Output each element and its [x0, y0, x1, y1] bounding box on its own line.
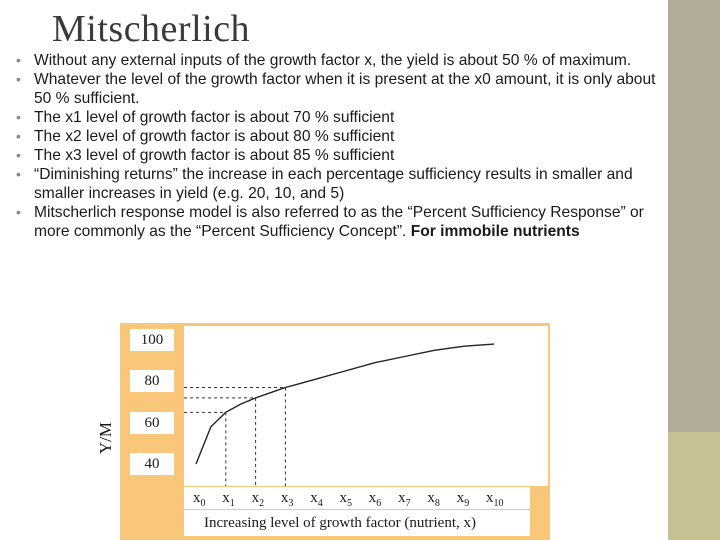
x-tick-label: x2 — [251, 490, 265, 509]
y-tick-label: 80 — [130, 370, 174, 392]
x-tick-label: x3 — [280, 490, 294, 509]
bullet-item: • Without any external inputs of the grow… — [16, 51, 676, 70]
bullet-dot-icon: • — [16, 109, 21, 125]
chart-plot-area — [184, 326, 548, 486]
y-tick-label: 40 — [130, 453, 174, 475]
bullet-item: • The x2 level of growth factor is about … — [16, 127, 676, 146]
response-curve-line — [195, 343, 495, 465]
x-tick-label: x8 — [427, 490, 440, 509]
x-tick-label: x0 — [193, 490, 206, 509]
bullet-text: “Diminishing returns” the increase in ea… — [34, 166, 633, 202]
bullet-item: • Whatever the level of the growth factor… — [16, 70, 676, 108]
bullet-text: Without any external inputs of the growt… — [34, 52, 632, 69]
bullet-item: • Mitscherlich response model is also ref… — [16, 203, 676, 241]
bullet-dot-icon: • — [16, 52, 21, 68]
x-tick-label: x10 — [486, 490, 504, 509]
x-tick-label: x9 — [456, 490, 470, 509]
bullet-item: • The x1 level of growth factor is about … — [16, 108, 676, 127]
bullet-item: • “Diminishing returns” the increase in e… — [16, 165, 676, 203]
bullet-item: • The x3 level of growth factor is about … — [16, 146, 676, 165]
bullet-text: The x1 level of growth factor is about 7… — [34, 109, 395, 126]
y-tick-label: 60 — [130, 412, 174, 434]
bullet-text: The x2 level of growth factor is about 8… — [34, 128, 395, 145]
bullet-text: The x3 level of growth factor is about 8… — [34, 147, 395, 164]
bullet-text: Whatever the level of the growth factor … — [34, 71, 656, 107]
x-axis-title: Increasing level of growth factor (nutri… — [184, 510, 530, 536]
x-tick-label: x6 — [368, 490, 382, 509]
y-tick-label: 100 — [130, 329, 174, 351]
bullet-dot-icon: • — [16, 128, 21, 144]
x-tick-label: x5 — [339, 490, 353, 509]
bullet-list: • Without any external inputs of the grow… — [16, 51, 676, 241]
bullet-dot-icon: • — [16, 147, 21, 163]
bullet-dot-icon: • — [16, 71, 21, 87]
x-tick-label: x4 — [310, 490, 323, 509]
decorative-sidebar-accent — [668, 432, 720, 540]
bullet-dot-icon: • — [16, 204, 21, 220]
x-tick-label: x7 — [398, 490, 411, 509]
bullet-text: Mitscherlich response model is also refe… — [34, 204, 644, 240]
bullet-bold-text: For immobile nutrients — [410, 223, 580, 240]
x-tick-strip — [184, 487, 530, 509]
x-tick-label: x1 — [222, 490, 235, 509]
bullet-dot-icon: • — [16, 166, 21, 182]
slide-title: Mitscherlich — [52, 8, 251, 50]
